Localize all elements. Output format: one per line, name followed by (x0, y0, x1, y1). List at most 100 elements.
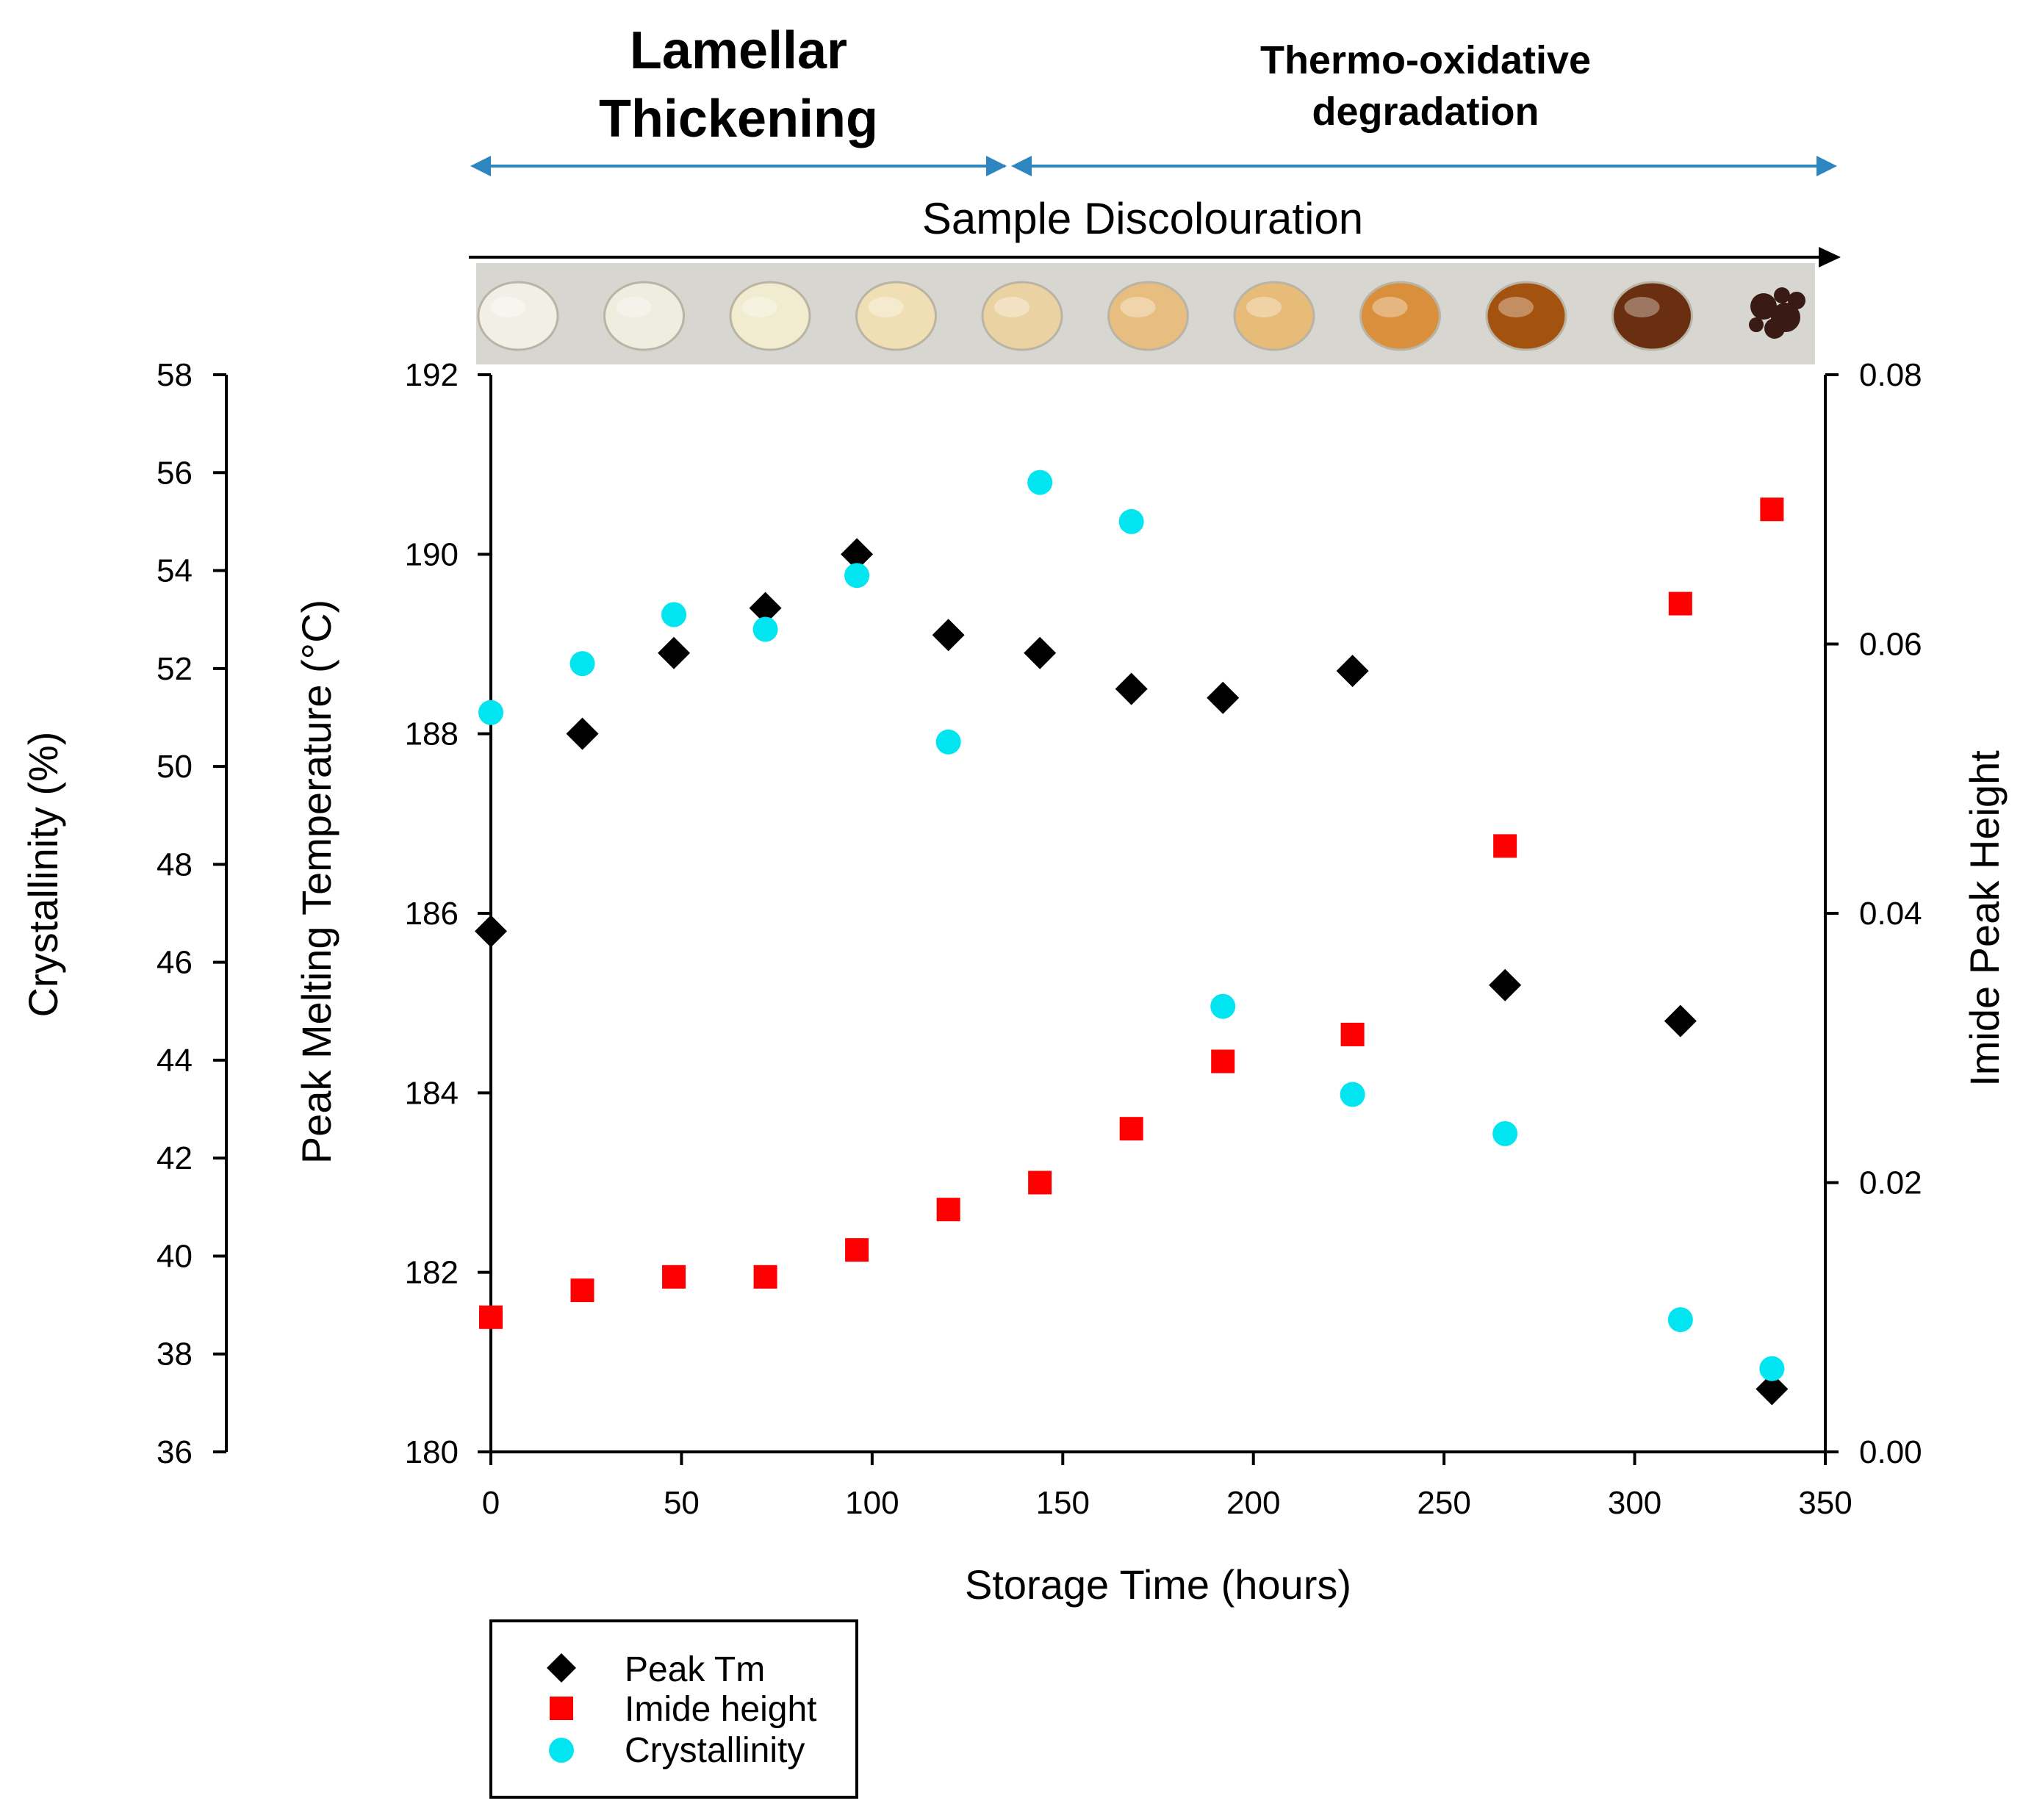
tm-tick-label: 192 (405, 357, 459, 393)
peak-tm-point (658, 636, 691, 669)
peak-tm-point (749, 591, 782, 625)
peak-tm-point (1115, 672, 1148, 705)
crystallinity-tick-label: 36 (157, 1434, 193, 1470)
sample-disc (1359, 281, 1441, 351)
tm-tick-label: 190 (405, 536, 459, 572)
imide-tick-label: 0.06 (1859, 627, 1922, 663)
phase-annotations: Lamellar Thickening Thermo-oxidative deg… (469, 21, 1841, 267)
sample-disc (1485, 281, 1567, 351)
phase-thermo-line1: Thermo-oxidative (1260, 38, 1591, 82)
legend-marker-peak-tm (547, 1653, 576, 1683)
sample-disc (477, 281, 559, 351)
crystallinity-tick-label: 52 (157, 651, 193, 687)
peak-tm-point (1207, 681, 1240, 714)
tm-tick-label: 188 (405, 716, 459, 752)
imide-height-point (753, 1265, 777, 1289)
sample-disc (729, 281, 811, 351)
imide-height-point (1668, 591, 1692, 616)
phase1-arrow-head-right (986, 156, 1007, 176)
x-tick-label: 100 (845, 1485, 899, 1521)
legend-marker-crystallinity (549, 1738, 574, 1763)
phase-lamellar-line1: Lamellar (630, 21, 847, 80)
crystallinity-tick-label: 56 (157, 455, 193, 491)
phase1-arrow-head-left (470, 156, 491, 176)
imide-height-point (1028, 1170, 1052, 1195)
peak-tm-point (1024, 636, 1057, 669)
sample-discs (477, 281, 1805, 351)
imide-height-point (845, 1238, 869, 1262)
sample-disc (1233, 281, 1315, 351)
crystallinity-tick-label: 58 (157, 357, 193, 393)
x-tick-label: 350 (1798, 1485, 1852, 1521)
sample-disc (1107, 281, 1189, 351)
x-tick-label: 50 (664, 1485, 700, 1521)
x-tick-label: 150 (1036, 1485, 1090, 1521)
x-tick-label: 0 (482, 1485, 500, 1521)
axis-ticks: 0 50 100 150 200 250 300 350 36 38 40 42 44 46 48 50 52 5… (157, 357, 1922, 1521)
crystallinity-tick-label: 50 (157, 749, 193, 785)
tm-tick-label: 186 (405, 896, 459, 932)
sample-disc (1749, 287, 1805, 339)
crystallinity-point (1759, 1356, 1785, 1381)
legend-label-peak-tm: Peak Tm (625, 1650, 765, 1689)
legend-label-crystallinity: Crystallinity (625, 1731, 805, 1770)
imide-height-point (1119, 1117, 1143, 1141)
imide-tick-label: 0.00 (1859, 1434, 1922, 1470)
peak-tm-point (1756, 1373, 1789, 1406)
sample-disc (981, 281, 1063, 351)
imide-height-point (570, 1278, 594, 1303)
imide-height-point (936, 1198, 960, 1222)
imide-height-point (662, 1265, 686, 1289)
imide-height-point (1760, 497, 1784, 522)
peak-tm-point (1489, 968, 1522, 1001)
crystallinity-point (1667, 1307, 1693, 1333)
imide-height-point (1340, 1022, 1365, 1046)
imide-height-point (1493, 834, 1517, 858)
crystallinity-point (752, 616, 778, 642)
peak-tm-point (1664, 1004, 1697, 1037)
sample-disc (1611, 281, 1693, 351)
crystallinity-axis-title: Crystallinity (%) (20, 732, 66, 1018)
imide-height-point (479, 1305, 503, 1329)
tm-tick-label: 184 (405, 1075, 459, 1111)
x-tick-label: 250 (1417, 1485, 1470, 1521)
crystallinity-point (1027, 470, 1053, 495)
tm-tick-label: 182 (405, 1255, 459, 1291)
peak-tm-point (932, 619, 965, 652)
crystallinity-tick-label: 54 (157, 553, 193, 589)
phase-lamellar-line2: Thickening (599, 90, 878, 148)
crystallinity-point (844, 563, 870, 589)
x-axis-title: Storage Time (hours) (965, 1561, 1351, 1608)
tm-tick-label: 180 (405, 1434, 459, 1470)
legend-marker-imide (550, 1697, 573, 1720)
legend-label-imide: Imide height (625, 1690, 817, 1729)
phase-thermo-line2: degradation (1312, 90, 1539, 134)
crystallinity-point (1340, 1082, 1365, 1107)
peak-tm-point (566, 717, 599, 750)
crystallinity-tick-label: 42 (157, 1140, 193, 1176)
sample-disc (603, 281, 685, 351)
sample-disc (855, 281, 937, 351)
crystallinity-point (1118, 508, 1144, 534)
crystallinity-tick-label: 48 (157, 846, 193, 882)
crystallinity-tick-label: 38 (157, 1337, 193, 1373)
banner-arrow-head (1819, 247, 1841, 267)
phase2-arrow-head-right (1816, 156, 1837, 176)
crystallinity-tick-label: 44 (157, 1043, 193, 1079)
peak-tm-point (841, 538, 874, 571)
imide-tick-label: 0.02 (1859, 1165, 1922, 1201)
crystallinity-point (661, 602, 687, 627)
crystallinity-point (569, 651, 595, 677)
crystallinity-tick-label: 46 (157, 945, 193, 981)
banner-label: Sample Discolouration (922, 194, 1363, 243)
crystallinity-point (935, 729, 961, 755)
imide-height-point (1211, 1049, 1235, 1073)
plot-axes: 0 50 100 150 200 250 300 350 36 38 40 42 44 46 48 50 52 5… (157, 357, 1922, 1521)
crystallinity-tick-label: 40 (157, 1238, 193, 1274)
x-tick-label: 200 (1226, 1485, 1280, 1521)
imide-tick-label: 0.08 (1859, 357, 1922, 393)
crystallinity-point (1210, 993, 1236, 1019)
peak-tm-point (475, 915, 507, 948)
data-points (475, 470, 1789, 1406)
